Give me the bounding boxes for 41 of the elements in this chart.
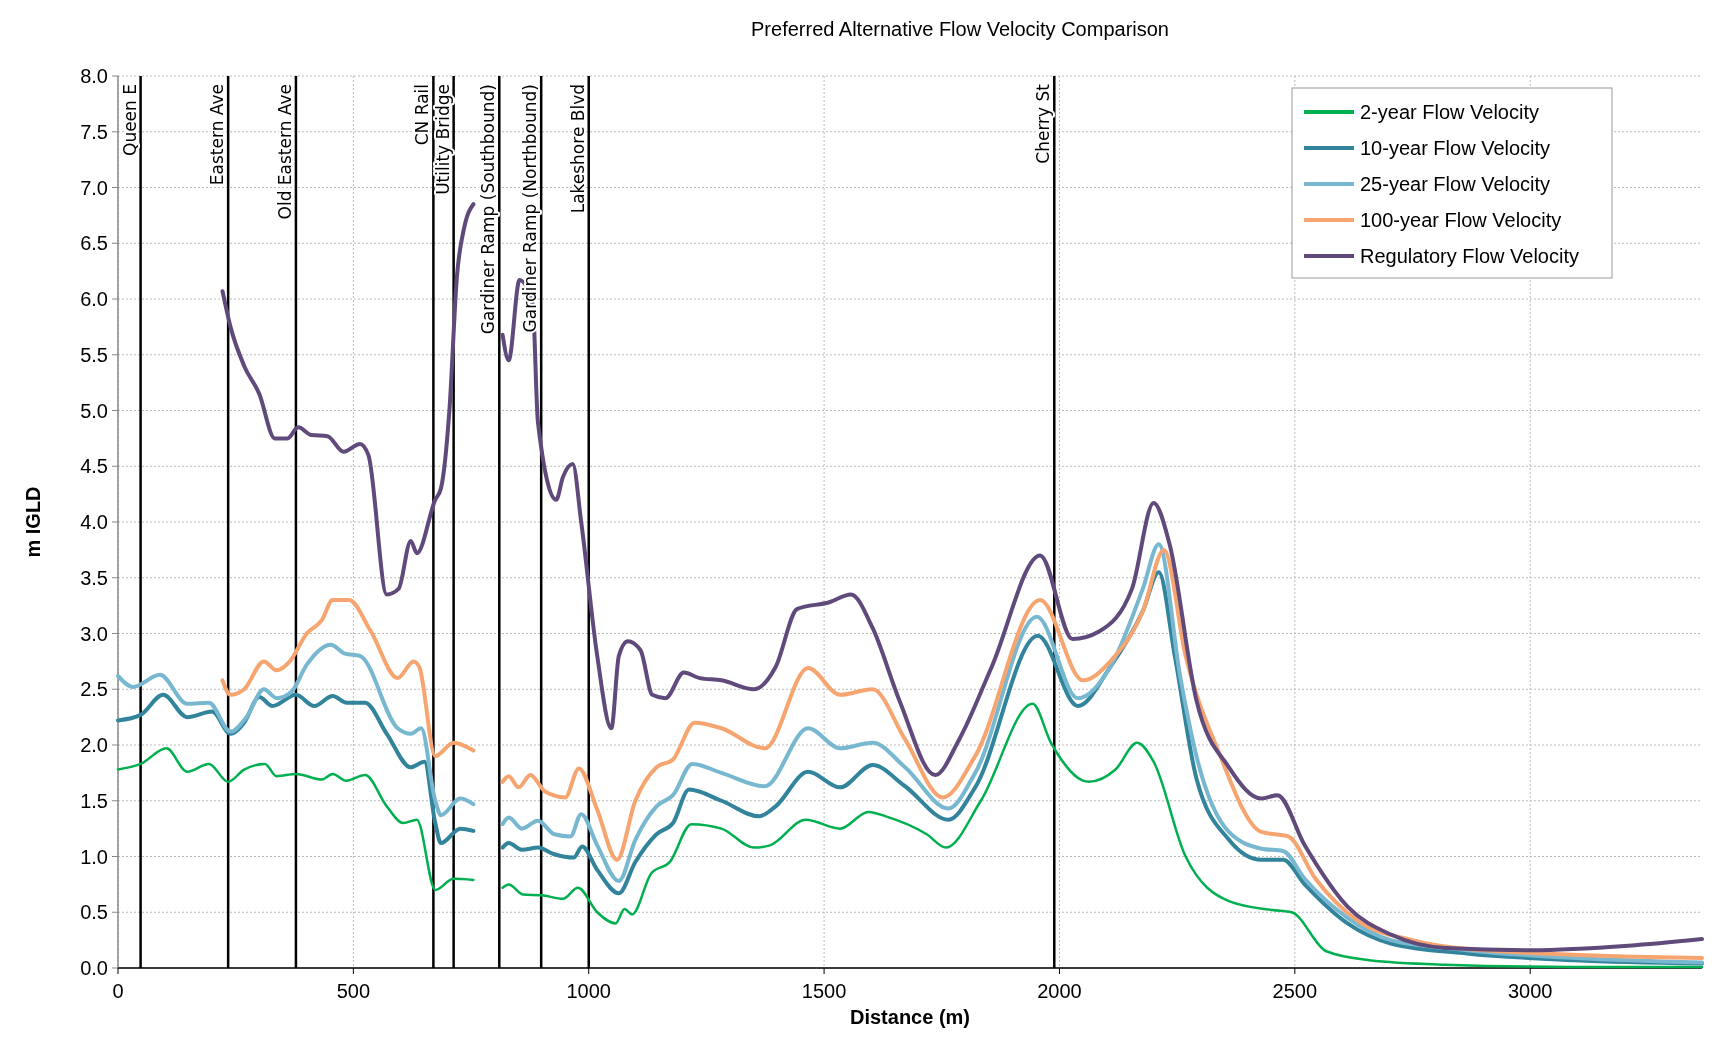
legend-label: 25-year Flow Velocity	[1360, 173, 1551, 195]
y-tick-label: 1.5	[80, 789, 108, 812]
x-tick-label: 3000	[1507, 980, 1553, 1002]
legend-label: 100-year Flow Velocity	[1360, 209, 1562, 231]
y-tick-label: 7.0	[80, 176, 108, 199]
x-axis-title: Distance (m)	[849, 1006, 971, 1028]
ref-line-label: Gardiner Ramp (Northbound)	[520, 84, 541, 333]
y-tick-label: 4.0	[80, 511, 108, 533]
y-tick-label: 1.0	[80, 845, 108, 868]
x-tick-label: 2500	[1272, 980, 1318, 1002]
y-tick-label: 7.5	[80, 120, 108, 143]
legend-label: Regulatory Flow Velocity	[1360, 245, 1579, 267]
y-tick-label: 6.5	[80, 232, 108, 255]
x-tick-label: 500	[336, 980, 371, 1002]
ref-line-label: Gardiner Ramp (Southbound)	[478, 84, 499, 335]
y-tick-label: 6.0	[80, 288, 108, 310]
x-tick-label: 1000	[566, 980, 611, 1002]
ref-line-label: Eastern Ave	[207, 84, 228, 186]
legend-label: 10-year Flow Velocity	[1360, 137, 1551, 159]
ref-line-label: Cherry St	[1033, 83, 1054, 164]
y-axis-title: m IGLD	[22, 486, 44, 558]
y-tick-label: 3.5	[80, 566, 108, 589]
y-tick-label: 0.5	[80, 901, 108, 924]
x-tick-label: 0	[112, 980, 124, 1002]
ref-line-label: Utility Bridge	[432, 84, 453, 195]
y-tick-label: 8.0	[80, 65, 108, 87]
x-tick-label: 2000	[1037, 980, 1082, 1002]
chart-title: Preferred Alternative Flow Velocity Comparison	[751, 18, 1169, 40]
y-tick-label: 5.5	[80, 343, 108, 366]
y-tick-label: 5.0	[80, 399, 108, 422]
ref-line-label: CN Rail	[412, 84, 433, 146]
y-tick-label: 0.0	[80, 957, 108, 979]
ref-line-label: Queen E	[119, 84, 140, 156]
y-tick-label: 4.5	[80, 455, 108, 478]
ref-line-label: Lakeshore Blvd	[567, 84, 588, 214]
ref-line-label: Old Eastern Ave	[274, 84, 295, 220]
y-tick-label: 2.5	[80, 678, 108, 701]
legend-label: 2-year Flow Velocity	[1360, 101, 1539, 123]
y-tick-label: 2.0	[80, 734, 108, 756]
x-tick-label: 1500	[801, 980, 847, 1002]
y-tick-label: 3.0	[80, 622, 108, 645]
